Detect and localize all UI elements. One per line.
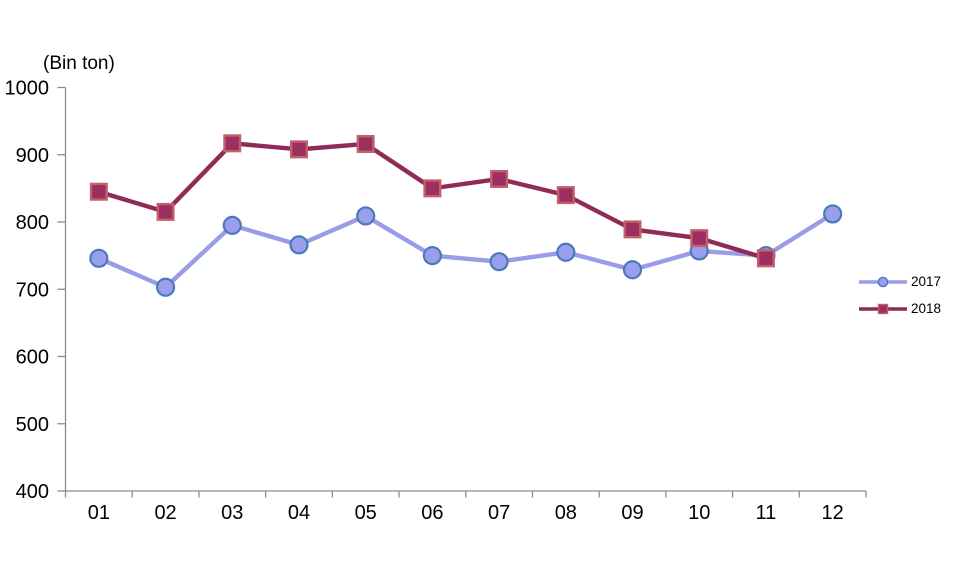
data-point-2017-08	[556, 242, 576, 262]
x-tick-label: 09	[621, 502, 643, 524]
x-tick-label: 11	[756, 502, 777, 524]
y-tick-label: 900	[16, 145, 49, 167]
legend-item-2017: 2017	[858, 274, 941, 289]
x-tick-label: 03	[221, 502, 243, 524]
data-point-2017-07	[489, 252, 509, 272]
y-tick-label: 1000	[5, 78, 50, 100]
y-tick-label: 800	[16, 212, 49, 234]
data-point-2017-03	[222, 215, 242, 235]
x-tick-label: 02	[154, 502, 176, 524]
data-point-2017-04	[289, 235, 309, 255]
data-point-2018-10	[690, 229, 709, 248]
data-point-2017-06	[422, 246, 442, 266]
y-tick-label: 600	[16, 347, 49, 369]
x-tick-label: 05	[355, 502, 377, 524]
legend-label-2017: 2017	[911, 274, 942, 289]
data-point-2017-02	[155, 277, 176, 297]
data-point-2017-05	[356, 206, 376, 226]
y-tick-label: 700	[16, 279, 49, 301]
y-tick-label: 500	[16, 414, 49, 436]
x-tick-label: 01	[88, 502, 110, 524]
data-point-2018-11	[756, 249, 775, 268]
data-point-2018-05	[356, 134, 375, 153]
data-point-2018-01	[89, 182, 108, 201]
series-line-2018	[96, 141, 769, 261]
series-line-2017	[96, 211, 835, 290]
x-tick-label: 07	[488, 502, 510, 524]
data-point-2018-09	[623, 220, 642, 239]
x-tick-label: 12	[822, 502, 844, 524]
legend-key-2018-icon	[859, 303, 907, 314]
legend-item-2018: 2018	[858, 301, 941, 316]
data-point-2018-04	[289, 140, 308, 159]
data-point-2017-09	[622, 260, 643, 280]
x-tick-label: 06	[421, 502, 443, 524]
data-point-2018-02	[156, 202, 175, 221]
legend-key-2017-icon	[859, 276, 907, 287]
data-point-2018-08	[556, 186, 575, 205]
y-axis-unit-label: (Bin ton)	[43, 53, 115, 74]
data-point-2018-06	[423, 179, 442, 198]
x-tick-label: 10	[688, 502, 710, 524]
data-point-2017-12	[823, 204, 843, 224]
data-point-2017-01	[89, 248, 109, 268]
data-point-2018-07	[490, 169, 509, 188]
legend-label-2018: 2018	[911, 301, 942, 316]
y-tick-label: 400	[16, 481, 49, 503]
x-tick-label: 04	[288, 502, 310, 524]
data-point-2018-03	[223, 134, 242, 153]
x-tick-label: 08	[555, 502, 577, 524]
